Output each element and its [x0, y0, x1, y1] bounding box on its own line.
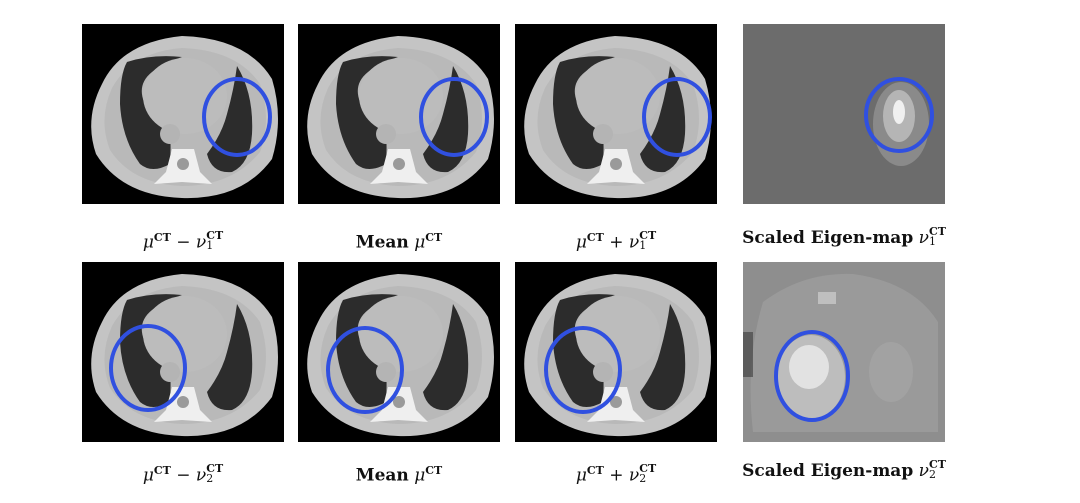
panel-caption: μCT − ν CT 2: [53, 461, 313, 486]
heart: [359, 58, 443, 134]
caption-nu: ν: [918, 461, 929, 481]
aorta: [376, 362, 396, 382]
heart: [143, 296, 227, 372]
heart: [359, 296, 443, 372]
caption-nu-sub: 2: [639, 472, 647, 486]
caption-mu: μ: [575, 232, 587, 253]
caption-operator: −: [176, 232, 191, 253]
ct-slice-image: [82, 262, 284, 442]
highlight-circle: [864, 77, 934, 153]
highlight-circle: [544, 326, 622, 414]
ct-slice-image: [515, 262, 717, 442]
panel-caption: Scaled Eigen-map ν CT 1: [714, 224, 974, 249]
caption-mu-sup: CT: [586, 464, 604, 477]
eigen-map-image: [743, 24, 945, 204]
heart: [576, 296, 660, 372]
caption-nu-sub: 1: [928, 234, 936, 248]
left-lung: [207, 66, 253, 173]
caption-prefix: Scaled Eigen-map: [742, 228, 914, 248]
caption-mu-sup: CT: [153, 464, 171, 477]
caption-nu-sub: 2: [206, 472, 214, 486]
left-lung: [640, 66, 686, 173]
caption-mu-sup: CT: [153, 231, 171, 244]
heart: [143, 58, 227, 134]
caption-mu: μ: [142, 465, 154, 486]
highlight-circle: [109, 324, 187, 412]
caption-operator: −: [176, 465, 191, 486]
caption-nu-sup: CT: [639, 229, 657, 243]
caption-nu-sub: 1: [639, 239, 647, 253]
caption-mu: μ: [414, 232, 426, 253]
caption-mu: μ: [414, 465, 426, 486]
caption-operator: +: [609, 232, 624, 253]
ct-slice-image: [515, 24, 717, 204]
aorta: [593, 124, 613, 144]
left-lung: [423, 304, 469, 411]
panel-caption: Scaled Eigen-map ν CT 2: [714, 457, 974, 482]
caption-nu-sup: CT: [206, 462, 224, 476]
caption-operator: +: [609, 465, 624, 486]
ct-slice-image: [298, 24, 500, 204]
heart: [576, 58, 660, 134]
caption-prefix: Scaled Eigen-map: [742, 461, 914, 481]
panel-caption: μCT + ν CT 2: [486, 461, 746, 486]
highlight-circle: [774, 330, 850, 422]
panel-caption: Mean μCT: [269, 461, 529, 486]
caption-nu-sub: 1: [206, 239, 214, 253]
caption-mu-sup: CT: [586, 231, 604, 244]
highlight-circle: [642, 77, 712, 157]
aorta: [160, 362, 180, 382]
caption-nu: ν: [195, 232, 207, 253]
caption-nu-sup: CT: [928, 224, 946, 238]
eigen-map-image: [743, 262, 945, 442]
left-lung: [207, 304, 253, 411]
ct-slice-image: [82, 24, 284, 204]
left-lung: [640, 304, 686, 411]
highlight-circle: [419, 77, 489, 157]
caption-nu: ν: [918, 228, 929, 248]
panel-caption: μCT + ν CT 1: [486, 228, 746, 253]
aorta: [160, 124, 180, 144]
highlight-circle: [202, 77, 272, 157]
caption-nu: ν: [195, 465, 207, 486]
caption-mu-sup: CT: [425, 231, 443, 244]
caption-mu: μ: [575, 465, 587, 486]
caption-nu-sup: CT: [206, 229, 224, 243]
caption-prefix: Mean: [355, 465, 409, 486]
caption-nu-sup: CT: [639, 462, 657, 476]
highlight-circle: [326, 326, 404, 414]
caption-nu: ν: [628, 232, 640, 253]
caption-mu: μ: [142, 232, 154, 253]
aorta: [376, 124, 396, 144]
caption-nu-sup: CT: [928, 457, 946, 471]
caption-nu: ν: [628, 465, 640, 486]
panel-caption: Mean μCT: [269, 228, 529, 253]
ct-slice-image: [298, 262, 500, 442]
caption-nu-sub: 2: [928, 467, 936, 481]
panel-caption: μCT − ν CT 1: [53, 228, 313, 253]
caption-mu-sup: CT: [425, 464, 443, 477]
aorta: [593, 362, 613, 382]
caption-prefix: Mean: [355, 232, 409, 253]
